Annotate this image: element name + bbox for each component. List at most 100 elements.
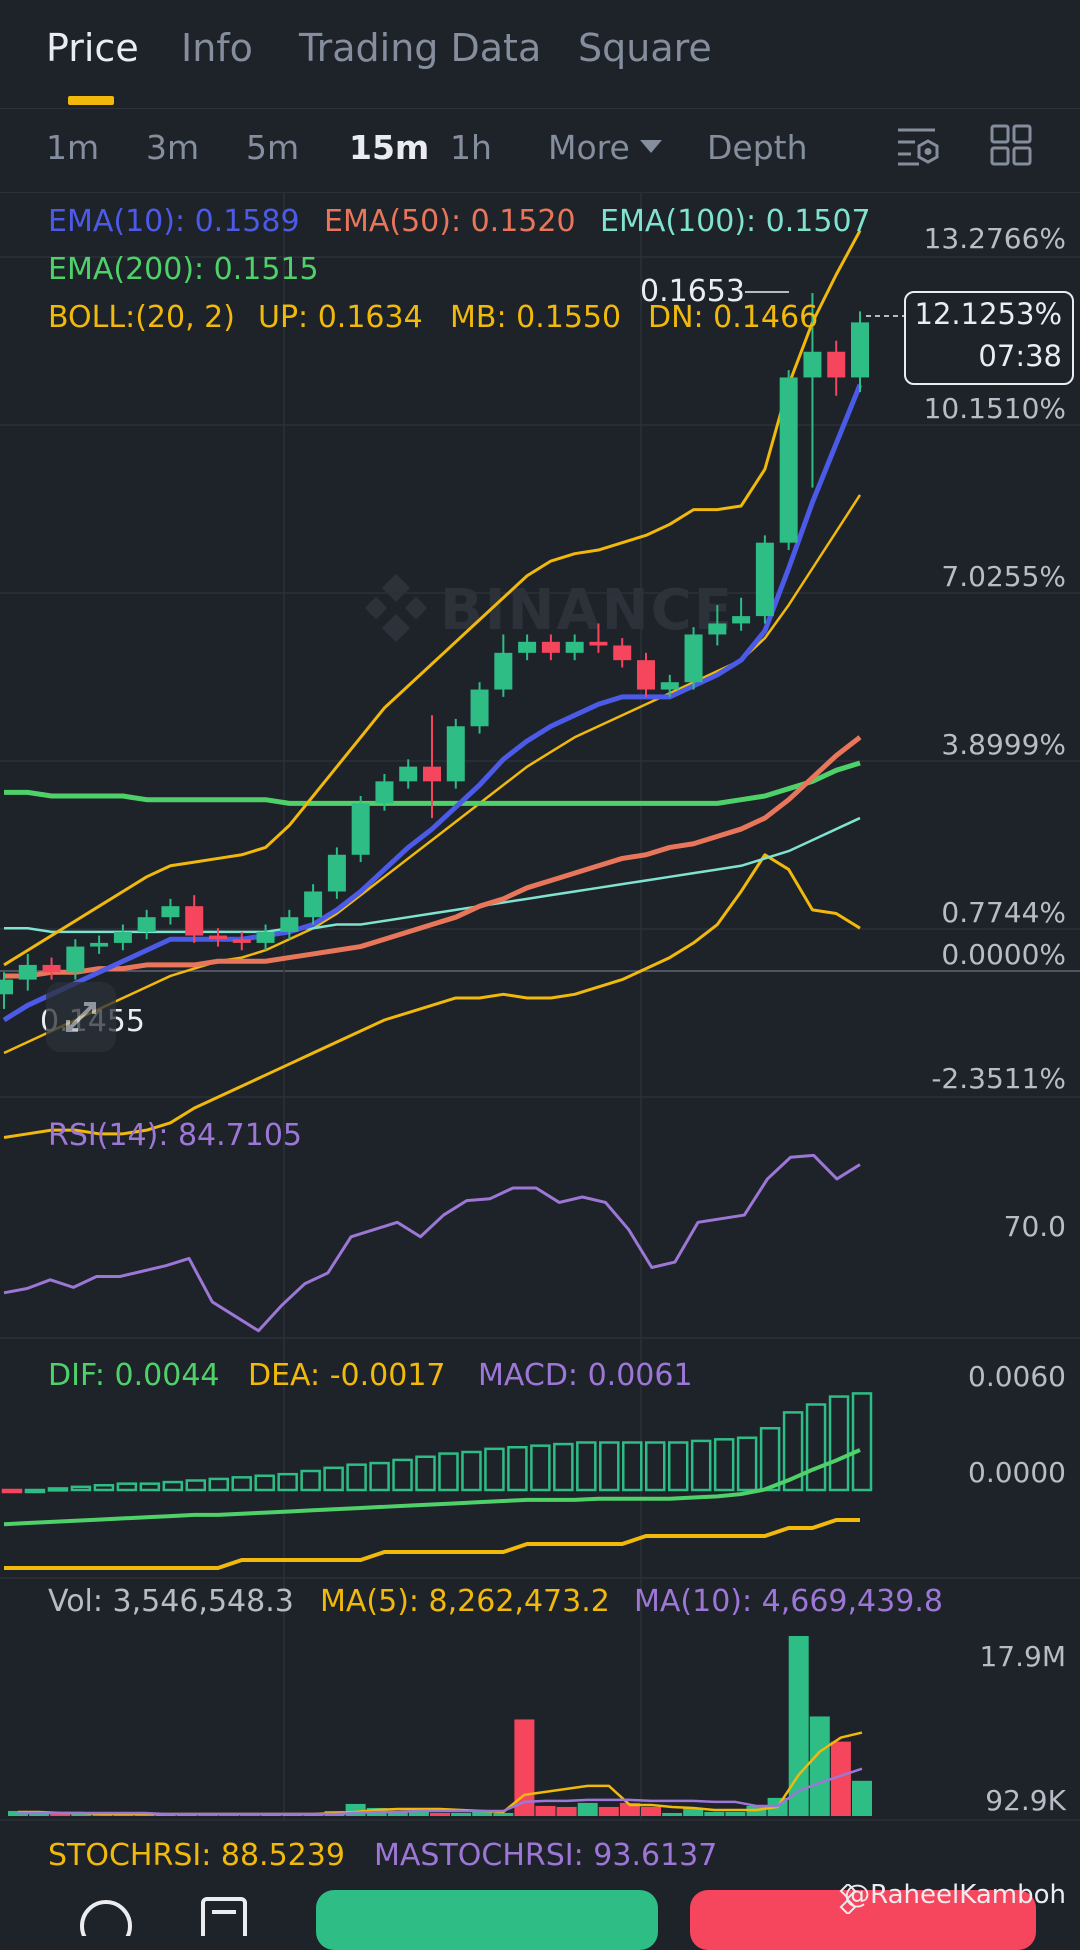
rsi-axis-label: 70.0 [1003, 1210, 1066, 1243]
volume-bar [830, 1741, 851, 1816]
binance-logo-icon [364, 574, 428, 643]
macd-histogram-bar [231, 1476, 252, 1492]
price-axis-label: -2.3511% [931, 1062, 1066, 1095]
macd-histogram-bar [828, 1395, 850, 1492]
macd-histogram-bar [70, 1485, 92, 1492]
legend-boll-dn: DN: 0.1466 [648, 300, 819, 335]
vol-axis-label: 17.9M [979, 1640, 1066, 1673]
interval-1m[interactable]: 1m [46, 128, 100, 167]
volume-bar [556, 1806, 577, 1816]
macd-histogram-bar [438, 1452, 459, 1492]
legend-ema10: EMA(10): 0.1589 [48, 204, 300, 239]
candle-body [803, 351, 822, 378]
macd-histogram-bar [346, 1463, 367, 1492]
legend-vol-ma10: MA(10): 4,669,439.8 [634, 1584, 943, 1619]
volume-bar [514, 1719, 535, 1816]
candle-body [185, 906, 204, 936]
caret-down-icon [639, 140, 662, 153]
candle-body [660, 682, 679, 690]
orders-icon[interactable] [200, 1896, 250, 1936]
legend-ema200: EMA(200): 0.1515 [48, 252, 319, 287]
candle-body [351, 803, 370, 855]
candle-body [375, 781, 394, 804]
macd-histogram-bar [116, 1482, 138, 1492]
layout-grid-icon[interactable] [990, 124, 1032, 166]
candle-body [684, 634, 703, 683]
watermark-credit: @RaheelKamboh [844, 1880, 1066, 1910]
candle-body [0, 979, 13, 995]
macd-histogram-bar [553, 1442, 574, 1492]
macd-histogram-bar [484, 1447, 505, 1492]
tab-price[interactable]: Price [46, 26, 139, 70]
legend-stochrsi: STOCHRSI: 88.5239 [48, 1838, 345, 1873]
interval-more[interactable]: More [548, 128, 662, 167]
macd-histogram-bar [805, 1403, 827, 1492]
candle-body [66, 946, 85, 973]
volume-bar [408, 1811, 429, 1816]
boll-lower-line [3, 853, 861, 1139]
candle-body [470, 689, 489, 727]
legend-ema50: EMA(50): 0.1520 [324, 204, 576, 239]
macd-histogram-bar [782, 1411, 804, 1492]
interval-3m[interactable]: 3m [146, 128, 200, 167]
macd-histogram-bar [323, 1466, 344, 1492]
interval-5m[interactable]: 5m [246, 128, 300, 167]
volume-bar [725, 1811, 746, 1816]
candle-body [494, 652, 513, 690]
chat-icon[interactable] [78, 1896, 134, 1936]
candle-body [637, 660, 655, 690]
macd-histogram-bar [369, 1461, 390, 1492]
volume-bar [50, 1813, 71, 1816]
indicator-settings-icon[interactable] [895, 124, 941, 170]
boll-upper-line [3, 229, 862, 967]
candle-body [755, 542, 774, 617]
volume-ma10-line [18, 1767, 863, 1816]
interval-15m[interactable]: 15m [349, 128, 430, 167]
macd-histogram-bar [461, 1450, 482, 1492]
macd-histogram-bar [713, 1438, 735, 1492]
active-tab-indicator [68, 96, 114, 105]
macd-histogram-bar [622, 1441, 643, 1492]
macd-histogram-bar [667, 1441, 689, 1492]
candle-body [209, 935, 227, 940]
legend-mastochrsi: MASTOCHRSI: 93.6137 [374, 1838, 718, 1873]
macd-histogram-bar [1, 1488, 23, 1494]
macd-histogram-bar [644, 1441, 666, 1492]
macd-histogram-bar [300, 1469, 321, 1492]
macd-axis-label: 0.0000 [968, 1456, 1066, 1489]
macd-histogram-bar [690, 1439, 712, 1492]
expand-chart-button[interactable] [46, 982, 116, 1052]
volume-bar [619, 1802, 640, 1816]
legend-boll-mb: MB: 0.1550 [450, 300, 622, 335]
volume-bar [535, 1805, 556, 1816]
legend-boll: BOLL:(20, 2) [48, 300, 235, 335]
tab-trading-data[interactable]: Trading Data [299, 26, 542, 70]
macd-histogram-bar [139, 1482, 161, 1492]
volume-bar [472, 1811, 493, 1816]
candle-body [399, 766, 418, 782]
legend-dea: DEA: -0.0017 [248, 1358, 446, 1393]
volume-bar [598, 1806, 619, 1816]
volume-bar [852, 1780, 872, 1816]
candle-body [446, 726, 465, 782]
candle-body [90, 942, 109, 947]
volume-bar [451, 1812, 472, 1816]
price-axis-label: 7.0255% [941, 560, 1066, 593]
vol-axis-label: 92.9K [985, 1784, 1066, 1817]
macd-histogram-bar [392, 1458, 413, 1492]
macd-histogram-bar [599, 1441, 620, 1492]
price-axis-label: 3.8999% [941, 728, 1066, 761]
candle-body [613, 645, 632, 661]
candle-body [541, 641, 560, 653]
macd-histogram-bar [208, 1477, 230, 1492]
candle-body [280, 917, 299, 932]
tab-info[interactable]: Info [181, 26, 253, 70]
interval-bar: 1m 3m 5m 15m 1h More Depth [0, 108, 1080, 193]
tab-square[interactable]: Square [578, 26, 712, 70]
depth-toggle[interactable]: Depth [707, 128, 808, 167]
candle-body [708, 623, 727, 635]
macd-histogram-bar [576, 1441, 597, 1492]
buy-button[interactable] [316, 1890, 658, 1950]
interval-1h[interactable]: 1h [450, 128, 492, 167]
